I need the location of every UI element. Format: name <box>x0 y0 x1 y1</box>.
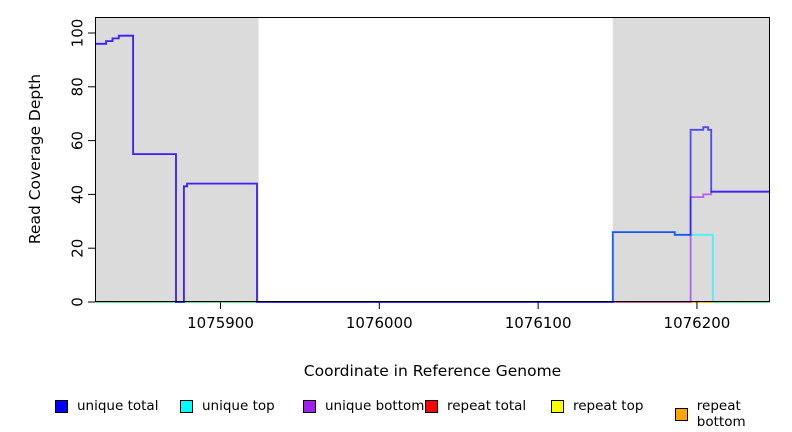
plot-area: 1075900 1076000 1076100 1076200 0 20 40 60 80 100 <box>69 17 770 332</box>
legend-swatch-repeat-total-icon <box>425 399 438 413</box>
plot-border <box>95 17 770 302</box>
x-axis-title: Coordinate in Reference Genome <box>303 362 562 380</box>
legend-label-unique-bottom: unique bottom <box>325 398 425 414</box>
x-tick-label: 1076000 <box>346 314 413 332</box>
x-tick-label: 1075900 <box>187 314 254 332</box>
legend-swatch-unique-bottom-icon <box>303 399 316 413</box>
legend: unique total unique top unique bottom re… <box>0 398 792 430</box>
legend-swatch-repeat-top-icon <box>551 399 564 413</box>
legend-item-repeat-bottom: repeat bottom <box>675 398 792 430</box>
legend-item-repeat-total: repeat total <box>425 398 526 414</box>
y-tick-label: 0 <box>69 297 87 307</box>
x-tick-label: 1076100 <box>505 314 572 332</box>
y-tick-label: 100 <box>69 19 87 48</box>
legend-label-repeat-total: repeat total <box>447 398 527 414</box>
legend-swatch-unique-total-icon <box>55 399 68 413</box>
legend-item-unique-total: unique total <box>55 398 158 414</box>
y-tick-label: 60 <box>69 131 87 150</box>
legend-label-unique-total: unique total <box>77 398 159 414</box>
y-tick-label: 40 <box>69 185 87 204</box>
legend-item-unique-top: unique top <box>180 398 275 414</box>
legend-label-repeat-top: repeat top <box>573 398 644 414</box>
legend-label-unique-top: unique top <box>202 398 275 414</box>
series-line-unique-total <box>95 34 770 303</box>
legend-swatch-unique-top-icon <box>180 399 193 413</box>
x-tick-label: 1076200 <box>664 314 731 332</box>
y-tick-label: 80 <box>69 77 87 96</box>
y-tick-label: 20 <box>69 239 87 258</box>
legend-item-unique-bottom: unique bottom <box>303 398 424 414</box>
legend-item-repeat-top: repeat top <box>551 398 643 414</box>
legend-label-repeat-bottom: repeat bottom <box>696 398 746 430</box>
legend-swatch-repeat-bottom-icon <box>675 407 688 421</box>
y-axis-title: Read Coverage Depth <box>26 73 44 245</box>
